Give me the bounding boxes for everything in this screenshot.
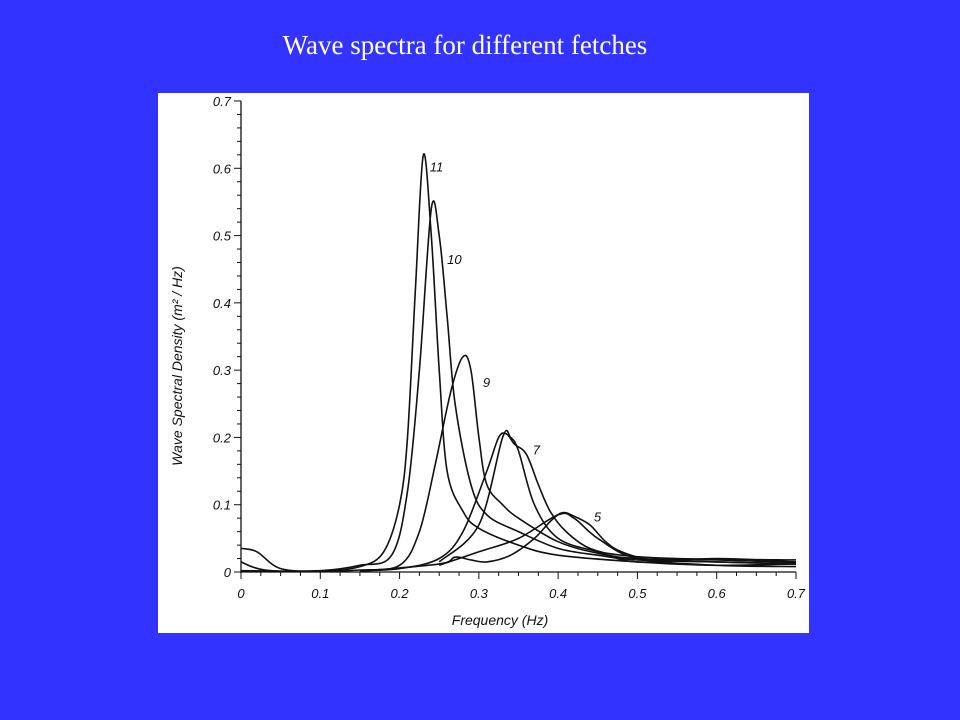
curve-label-9: 9 [483,375,490,390]
curve-label-11: 11 [430,160,444,175]
y-tick-label: 0.2 [213,430,232,445]
spectrum-curve-11 [240,153,797,573]
x-tick-label: 0.7 [787,586,806,601]
y-tick-label: 0 [224,565,232,580]
y-axis-label: Wave Spectral Density (m² / Hz) [169,266,185,466]
y-tick-label: 0.3 [213,363,232,378]
y-tick-label: 0.7 [213,94,232,109]
spectrum-curve-6 [438,429,797,563]
x-tick-label: 0.6 [708,586,727,601]
slide-title: Wave spectra for different fetches [282,30,648,60]
spectrum-curve-7 [359,432,797,572]
curve-label-5: 5 [594,510,602,525]
curve-label-7: 7 [533,442,541,457]
x-tick-label: 0.3 [470,586,489,601]
x-tick-label: 0.2 [391,586,410,601]
curve-label-10: 10 [447,252,462,267]
y-tick-label: 0.1 [213,498,231,513]
y-tick-label: 0.4 [213,296,231,311]
x-tick-label: 0.5 [628,586,647,601]
x-axis-label: Frequency (Hz) [452,612,548,628]
x-tick-label: 0.4 [549,586,567,601]
y-tick-label: 0.6 [213,161,232,176]
x-tick-label: 0 [237,586,245,601]
wave-spectra-chart: 0 0.1 0.2 0.3 0.4 0.5 0.6 0.7 0 0.1 0.2 0.3 0.4 0.5 0.… [169,94,806,628]
spectrum-curve-10 [240,200,797,572]
spectrum-curve-7 [438,512,797,568]
x-tick-label: 0.1 [311,586,329,601]
chart-panel: 0 0.1 0.2 0.3 0.4 0.5 0.6 0.7 0 0.1 0.2 0.3 0.4 0.5 0.… [158,93,809,633]
y-tick-label: 0.5 [213,229,232,244]
